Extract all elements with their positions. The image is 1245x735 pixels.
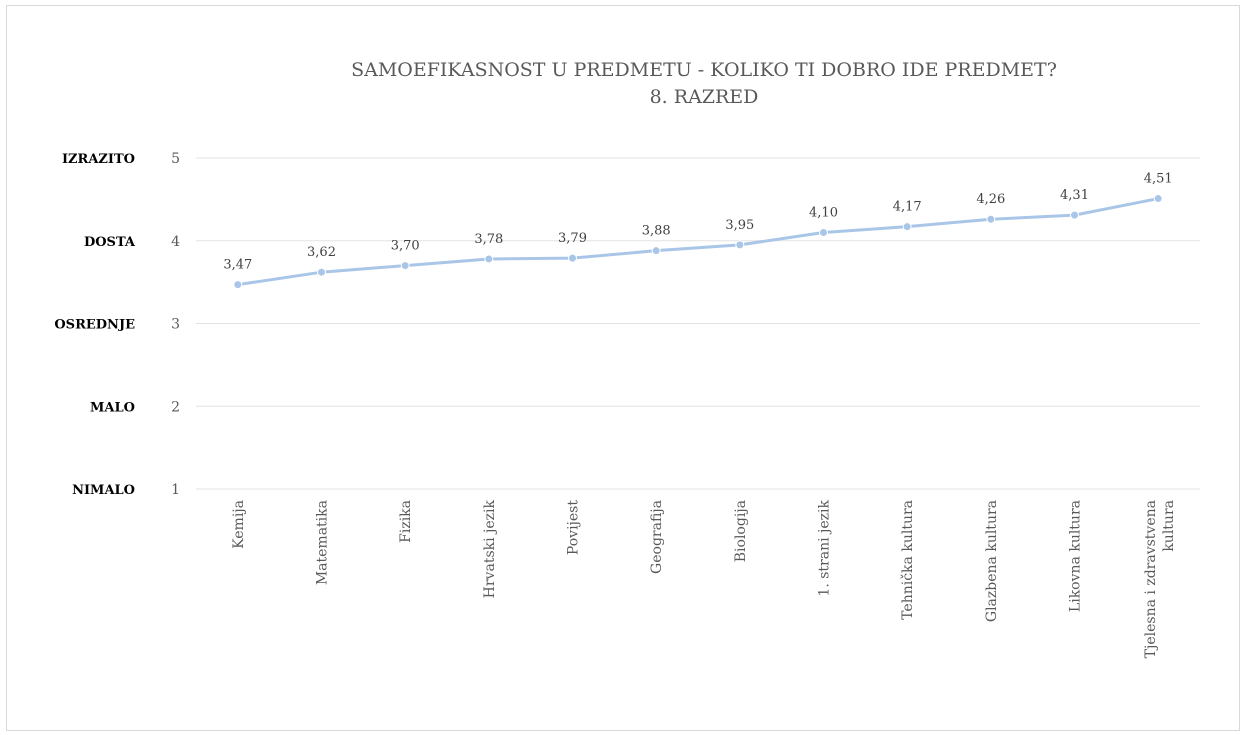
data-point [317, 267, 326, 277]
x-category-label: Tehnička kultura [900, 500, 916, 620]
chart-title: SAMOEFIKASNOST U PREDMETU - KOLIKO TI DO… [351, 59, 1057, 108]
x-category-label-text: Povijest [566, 500, 582, 555]
series-path [237, 197, 1159, 287]
gridlines [196, 157, 1200, 490]
data-labels: 3,47 3,62 3,70 3,78 3,79 3,88 3,95 4,10 4,17 4,26… [223, 172, 1172, 273]
x-category-label-text: Matematika [315, 500, 331, 585]
y-axis-level-labels: NIMALO MALO OSREDNJE DOSTA IZRAZITO [54, 152, 136, 498]
data-label: 3,88 [642, 224, 671, 239]
y-tick-label: 5 [171, 151, 180, 167]
x-category-label-text: Likovna kultura [1068, 500, 1084, 612]
chart-frame [6, 5, 1240, 731]
x-category-label: Likovna kultura [1068, 500, 1084, 612]
data-point [986, 214, 996, 224]
x-category-label: Glazbena kultura [984, 500, 1000, 622]
series-line [233, 194, 1163, 290]
y-level-label: DOSTA [84, 235, 136, 250]
x-category-label: Hrvatski jezik [482, 499, 498, 598]
y-level-label: NIMALO [72, 483, 135, 498]
data-label: 3,95 [725, 218, 754, 233]
data-label: 3,79 [558, 231, 587, 246]
y-axis-tick-labels: 1 2 3 4 5 [171, 151, 180, 498]
y-tick-label: 2 [171, 399, 180, 415]
x-category-label: Tjelesna i zdravstvena kultura [1143, 500, 1177, 658]
y-level-label: IZRAZITO [62, 152, 135, 167]
x-category-label-text: Biologija [733, 500, 749, 562]
x-category-label-text: Fizika [398, 500, 414, 543]
data-point [400, 261, 410, 271]
x-category-label: Matematika [315, 500, 331, 585]
data-point [568, 253, 577, 263]
data-point [902, 222, 912, 232]
x-category-label-text: Geografija [649, 500, 665, 574]
x-category-label: Biologija [733, 500, 749, 562]
x-category-label: Povijest [566, 500, 582, 555]
chart-title-line-2: 8. RAZRED [650, 86, 759, 108]
data-point [819, 227, 828, 237]
data-point [233, 280, 243, 290]
x-category-label-text: Kemija [231, 500, 247, 549]
x-category-label-text: Glazbena kultura [984, 500, 1000, 622]
data-label: 4,31 [1060, 188, 1089, 203]
x-category-label: Kemija [231, 500, 247, 549]
data-point [1070, 210, 1079, 220]
data-label: 4,51 [1144, 172, 1173, 187]
data-point [484, 254, 494, 264]
data-label: 3,47 [223, 258, 252, 273]
x-category-label-text: 1. strani jezik [817, 499, 833, 596]
chart-title-line-1: SAMOEFIKASNOST U PREDMETU - KOLIKO TI DO… [351, 59, 1057, 81]
y-tick-label: 4 [171, 234, 180, 250]
x-category-label: Fizika [398, 500, 414, 543]
data-label: 4,26 [976, 192, 1005, 207]
x-category-label-text: Tjelesna i zdravstvena kultura [1143, 500, 1177, 658]
x-category-label-text: Hrvatski jezik [482, 499, 498, 598]
data-point [1153, 194, 1163, 204]
data-point [735, 240, 745, 250]
x-category-label: Geografija [649, 500, 665, 574]
y-level-label: MALO [90, 400, 135, 415]
data-label: 4,17 [893, 200, 922, 215]
x-axis-category-labels: Kemija Matematika Fizika Hrvatski jezik Povi… [231, 499, 1177, 658]
data-label: 3,70 [391, 239, 420, 254]
data-label: 3,62 [307, 245, 336, 260]
y-tick-label: 3 [171, 317, 180, 333]
data-point [651, 246, 661, 256]
x-category-label: 1. strani jezik [817, 499, 833, 596]
data-label: 3,78 [474, 232, 503, 247]
y-level-label: OSREDNJE [54, 318, 135, 333]
y-tick-label: 1 [171, 482, 180, 498]
x-category-label-text: Tehnička kultura [900, 500, 916, 620]
data-label: 4,10 [809, 205, 838, 220]
